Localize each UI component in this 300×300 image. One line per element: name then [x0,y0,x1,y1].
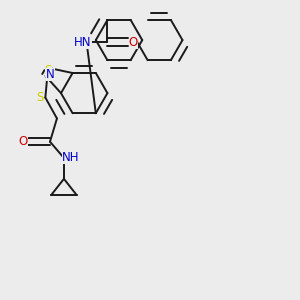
Text: S: S [45,64,52,77]
Text: N: N [46,68,55,81]
Text: O: O [18,135,28,148]
Text: NH: NH [62,152,80,164]
Text: HN: HN [74,35,92,49]
Text: S: S [37,91,44,104]
Text: O: O [129,35,138,49]
